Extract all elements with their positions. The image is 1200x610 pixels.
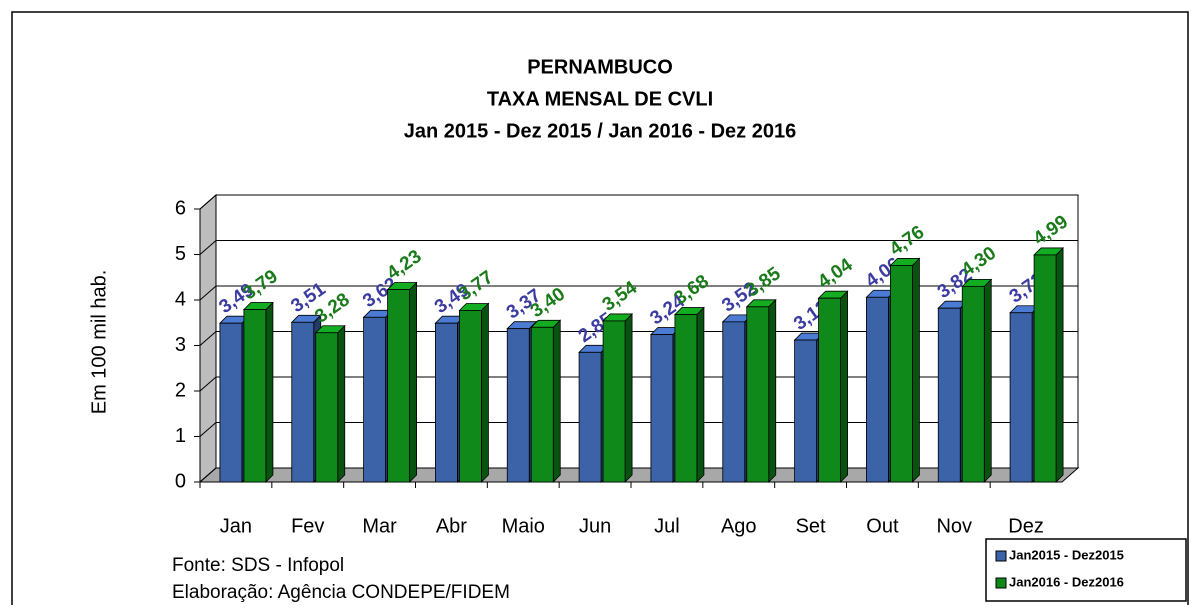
x-tick-label: Dez: [1008, 515, 1044, 537]
legend-label: Jan2016 - Dez2016: [1009, 574, 1124, 589]
bar-face: [552, 319, 561, 483]
chart-title: TAXA MENSAL DE CVLI: [487, 88, 713, 110]
bar-face: [768, 298, 777, 483]
bar: [1033, 246, 1065, 483]
bar: [602, 312, 634, 483]
bar-face: [794, 339, 817, 483]
x-tick-label: Jul: [654, 515, 680, 537]
bar-face: [674, 314, 698, 483]
x-tick-label: Maio: [502, 515, 545, 537]
grid-line: [199, 331, 217, 346]
bar-face: [961, 285, 985, 483]
bar-face: [291, 321, 315, 483]
bar-face: [912, 257, 920, 483]
source-note: Fonte: SDS - Infopol: [172, 555, 344, 576]
legend-label: Jan2015 - Dez2015: [1009, 547, 1124, 562]
x-tick-label: Jan: [220, 515, 252, 537]
bar-face: [624, 312, 633, 483]
y-tick-label: 5: [175, 243, 186, 265]
x-tick-label: Ago: [721, 515, 757, 537]
bar-face: [1009, 312, 1033, 483]
x-tick-label: Nov: [936, 515, 972, 537]
chart-title: Jan 2015 - Dez 2015 / Jan 2016 - Dez 201…: [404, 120, 796, 142]
bar: [817, 290, 849, 483]
bar-face: [363, 316, 386, 483]
bar-face: [1033, 254, 1057, 483]
bar-face: [315, 332, 339, 483]
x-tick-label: Fev: [291, 515, 324, 537]
bar-face: [890, 265, 913, 483]
y-axis-label: Em 100 mil hab.: [88, 270, 110, 415]
grid-line: [199, 194, 217, 210]
bar-face: [219, 322, 243, 483]
grid-line: [199, 422, 217, 437]
x-tick-label: Abr: [436, 515, 467, 537]
bar: [530, 319, 562, 483]
bar-face: [530, 326, 554, 483]
bar: [242, 301, 274, 483]
y-tick-label: 1: [175, 425, 186, 447]
y-tick-label: 3: [175, 334, 186, 356]
bar-face: [983, 278, 992, 483]
legend-swatch: [995, 550, 1007, 562]
bar-face: [435, 322, 458, 483]
bar-face: [409, 281, 417, 483]
bar-face: [818, 297, 841, 483]
legend-swatch: [995, 577, 1007, 589]
source-note: Elaboração: Agência CONDEPE/FIDEM: [172, 582, 510, 603]
bar-face: [506, 328, 530, 483]
bar-face: [1055, 246, 1064, 483]
y-tick-label: 0: [175, 470, 186, 492]
y-tick-label: 6: [175, 197, 186, 219]
bar: [745, 298, 777, 483]
bar-face: [387, 289, 410, 483]
bar: [314, 324, 346, 483]
frame: [11, 11, 1189, 610]
bar-face: [578, 351, 602, 483]
legend: [985, 538, 1187, 602]
bar-face: [722, 321, 746, 483]
x-tick-label: Jun: [579, 515, 611, 537]
bar: [386, 281, 418, 483]
grid-line: [199, 240, 217, 255]
bar-face: [459, 310, 482, 483]
bar-face: [265, 301, 274, 483]
x-tick-label: Out: [866, 515, 899, 537]
bar-face: [937, 307, 961, 483]
y-tick-label: 2: [175, 379, 186, 401]
y-tick-label: 4: [175, 288, 186, 310]
x-tick-label: Mar: [362, 515, 397, 537]
bar-face: [481, 302, 489, 483]
grid-line: [199, 285, 217, 301]
bar-face: [650, 334, 674, 483]
x-tick-label: Set: [796, 515, 826, 537]
bar-face: [243, 309, 267, 483]
bar: [889, 257, 921, 483]
chart-title: PERNAMBUCO: [527, 56, 673, 78]
grid-line: [199, 467, 217, 483]
grid-line: [199, 376, 217, 392]
bar-face: [696, 306, 705, 483]
bar-face: [840, 290, 848, 483]
bar-face: [746, 306, 770, 483]
bar-face: [602, 320, 626, 483]
bar: [673, 306, 705, 483]
bar-face: [866, 296, 889, 483]
bar: [961, 278, 993, 483]
bar-face: [337, 324, 346, 483]
bar: [458, 302, 490, 483]
